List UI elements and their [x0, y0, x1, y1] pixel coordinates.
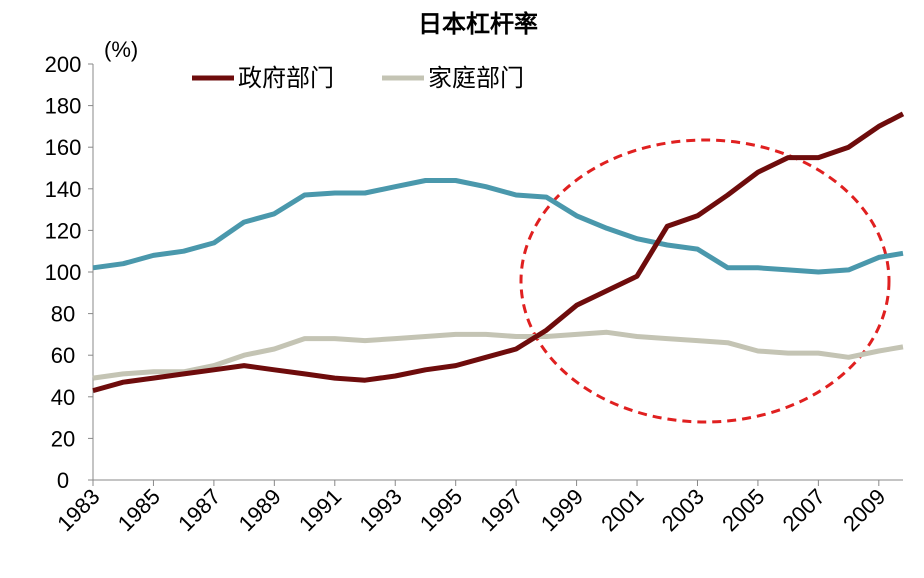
x-tick-label: 1991: [294, 484, 346, 536]
y-axis-label: (%): [104, 37, 138, 62]
y-tick-label: 200: [45, 52, 82, 77]
series-line: [92, 329, 904, 381]
series-line: [92, 178, 904, 275]
y-tick-label: 20: [51, 426, 75, 451]
x-tick-label: 2009: [838, 484, 890, 536]
legend-label: 家庭部门: [428, 65, 524, 92]
x-tick-label: 1989: [234, 484, 286, 536]
series-line: [92, 111, 905, 394]
y-tick-label: 180: [45, 94, 82, 119]
y-tick-label: 100: [45, 260, 82, 285]
y-tick-label: 140: [45, 177, 82, 202]
x-tick-label: 2005: [717, 484, 769, 536]
y-tick-label: 40: [51, 385, 75, 410]
x-tick-label: 1985: [113, 484, 165, 536]
y-tick-label: 160: [45, 135, 82, 160]
x-tick-label: 1993: [354, 484, 406, 536]
x-tick-label: 2003: [657, 484, 709, 536]
x-tick-label: 2007: [778, 484, 830, 536]
x-tick-label: 1999: [536, 484, 588, 536]
y-tick-label: 120: [45, 218, 82, 243]
highlight-ellipse: [519, 138, 891, 424]
chart-title: 日本杠杆率: [418, 10, 538, 38]
x-tick-label: 1987: [173, 484, 225, 536]
x-tick-label: 1995: [415, 484, 467, 536]
y-tick-label: 80: [51, 302, 75, 327]
y-tick-label: 60: [51, 343, 75, 368]
x-tick-label: 2001: [596, 484, 648, 536]
y-tick-label: 0: [57, 468, 69, 493]
legend-label: 政府部门: [238, 65, 334, 92]
x-tick-label: 1997: [475, 484, 527, 536]
